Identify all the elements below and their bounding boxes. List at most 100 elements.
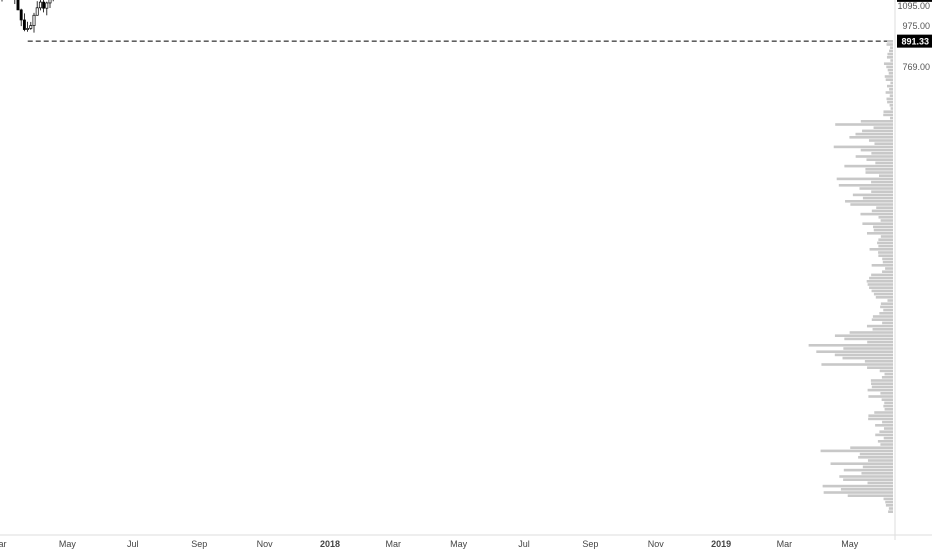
- volume-profile-bar: [861, 472, 893, 475]
- volume-profile-bar: [816, 350, 893, 353]
- volume-profile-bar: [879, 174, 893, 177]
- volume-profile-bar: [886, 43, 893, 46]
- volume-profile-bar: [874, 411, 893, 414]
- price-level-badge: [897, 34, 932, 48]
- volume-profile-bar: [860, 212, 893, 216]
- volume-profile-bar: [871, 152, 893, 155]
- volume-profile-bar: [849, 331, 893, 334]
- volume-profile-bar: [873, 225, 893, 229]
- volume-profile-bar: [888, 72, 893, 75]
- volume-profile-bar: [867, 481, 893, 485]
- volume-profile-bar: [880, 302, 893, 305]
- volume-profile-bar: [875, 161, 893, 165]
- volume-profile-bar: [838, 184, 893, 187]
- volume-profile-bar: [881, 398, 893, 401]
- volume-profile-bar: [882, 270, 893, 273]
- volume-profile-bar: [882, 257, 893, 261]
- time-tick-label: 2019: [711, 539, 731, 549]
- volume-profile-bar: [871, 180, 893, 184]
- volume-profile-bar: [862, 222, 893, 225]
- volume-profile-bar: [835, 123, 893, 126]
- volume-profile-bar: [877, 241, 893, 245]
- volume-profile-bar: [888, 507, 893, 510]
- time-tick-label: Mar: [385, 539, 401, 549]
- candle-body: [38, 1, 42, 9]
- volume-profile-bar: [885, 78, 893, 81]
- volume-profile-bar: [886, 56, 893, 59]
- time-tick-label: Jul: [518, 539, 530, 549]
- volume-profile-bar: [878, 216, 893, 219]
- volume-profile-bar: [842, 356, 893, 360]
- volume-profile-bar: [869, 276, 893, 280]
- volume-profile-bar: [880, 443, 893, 446]
- price-level-badge: [897, 0, 932, 2]
- volume-profile-bar: [859, 187, 893, 190]
- volume-profile-bar: [890, 116, 893, 120]
- time-tick-label: Jul: [127, 539, 139, 549]
- volume-profile-bar: [885, 504, 893, 507]
- candle-body: [42, 1, 46, 9]
- volume-profile-bar: [834, 334, 893, 337]
- volume-profile-bar: [889, 49, 893, 53]
- volume-profile-bar: [884, 401, 893, 405]
- volume-profile-bar: [875, 296, 893, 299]
- volume-profile-bar: [872, 315, 893, 318]
- volume-profile-bar: [871, 289, 893, 293]
- price-tick-label: 1095.00: [897, 1, 930, 11]
- volume-profile-bar: [873, 292, 893, 296]
- volume-profile-bar: [890, 46, 893, 49]
- volume-profile-bar: [871, 318, 893, 321]
- volume-profile-bar: [883, 110, 893, 113]
- volume-profile-bar: [885, 500, 893, 504]
- volume-profile-bar: [867, 388, 893, 392]
- volume-profile-bar: [843, 478, 893, 481]
- time-tick-label: May: [59, 539, 77, 549]
- volume-profile-bar: [873, 126, 893, 129]
- candle-body: [26, 28, 30, 30]
- volume-profile-bar: [882, 260, 893, 264]
- price-level-badges: 11688.009948.988496.964979.902980.001830…: [897, 0, 932, 48]
- volume-profile-bar: [882, 420, 893, 424]
- volume-profile-bar: [878, 254, 893, 257]
- volume-profile-bar: [822, 484, 893, 488]
- time-axis[interactable]: Mar May Jul Sep Nov 2018 Mar May Jul Sep Nov 2019 Ma…: [0, 534, 932, 549]
- volume-profile-bar: [880, 392, 893, 395]
- volume-profile-bar: [867, 283, 893, 286]
- time-tick-label: Sep: [191, 539, 207, 549]
- volume-profile-bar: [864, 360, 893, 363]
- volume-profile-bar: [880, 219, 893, 222]
- candle-body: [29, 25, 33, 29]
- volume-profile-bar: [820, 449, 893, 453]
- volume-profile-bar: [883, 308, 893, 312]
- volume-profile-bar: [883, 497, 893, 501]
- volume-profile-bar: [886, 97, 893, 101]
- volume-profile-bar: [871, 273, 893, 277]
- volume-profile-bar: [840, 488, 893, 491]
- volume-profile-bar: [877, 440, 893, 443]
- volume-profile-bar: [874, 142, 893, 145]
- volume-profile-bar: [862, 196, 893, 200]
- volume-profile-bar: [889, 104, 893, 107]
- volume-profile-bar: [868, 414, 893, 417]
- volume-profile-bar: [871, 264, 893, 267]
- volume-profile-bar: [859, 452, 893, 456]
- time-tick-label: May: [841, 539, 859, 549]
- volume-profile-bar: [865, 168, 893, 171]
- volume-profile-bar: [855, 132, 893, 136]
- volume-profile-bar: [844, 337, 893, 341]
- volume-profile-bar: [878, 238, 893, 241]
- volume-profile-bar: [887, 299, 893, 302]
- volume-profile-bar: [830, 462, 893, 465]
- price-tick-label: 975.00: [902, 21, 930, 31]
- volume-profile-bar: [869, 248, 893, 251]
- volume-profile-bar: [867, 340, 893, 344]
- price-tick-label: 769.00: [902, 62, 930, 72]
- volume-profile-bar: [879, 369, 893, 373]
- volume-profile-bar: [880, 235, 893, 238]
- volume-profile-bar: [852, 193, 893, 197]
- time-tick-label: Sep: [582, 539, 598, 549]
- volume-profile-bar: [886, 65, 893, 69]
- price-axis[interactable]: 769.00975.001095.001235.001410.001610.00…: [892, 0, 930, 540]
- volume-profile-bar: [847, 494, 893, 497]
